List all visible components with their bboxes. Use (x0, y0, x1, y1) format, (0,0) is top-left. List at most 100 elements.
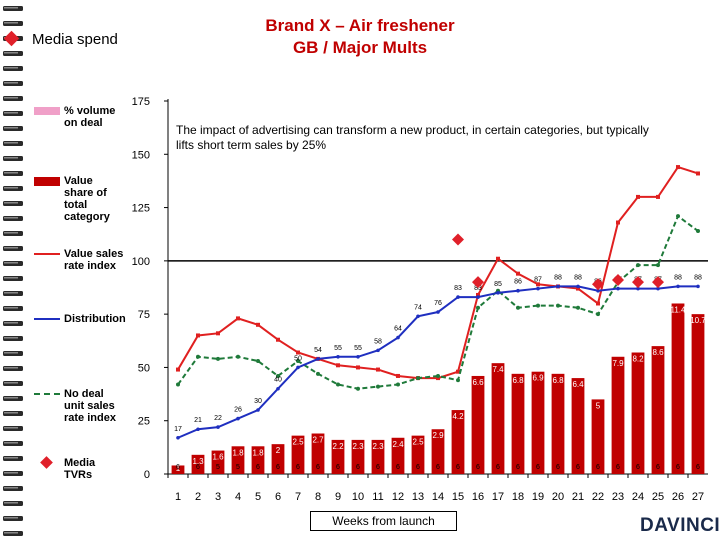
bar-data-label: 1.8 (232, 448, 244, 457)
point-value-sales (336, 363, 340, 368)
point-distribution (436, 310, 440, 314)
x-tick-label: 21 (572, 491, 584, 503)
point-distribution (296, 365, 300, 370)
media-tvr-marker (452, 233, 464, 246)
bottom-data-label: 6 (556, 464, 560, 471)
point-value-sales (696, 171, 700, 176)
point-value-sales (376, 367, 380, 372)
bar-data-label: 1 (176, 464, 181, 473)
point-distribution (536, 286, 540, 291)
point-no-deal (596, 312, 600, 317)
distribution-data-label: 55 (354, 345, 362, 352)
binder-ring-highlight (4, 457, 18, 459)
bar-data-label: 2.3 (372, 442, 384, 451)
bar-value-share (471, 375, 485, 474)
point-value-sales (456, 369, 460, 374)
binder-ring-highlight (4, 412, 18, 414)
x-tick-label: 13 (412, 491, 424, 503)
bottom-data-label: 6 (576, 464, 580, 471)
point-value-sales (196, 333, 200, 338)
bottom-data-label: 6 (376, 464, 380, 471)
y-tick-label: 100 (132, 256, 150, 268)
point-value-sales (396, 373, 400, 378)
bar-value-share (591, 399, 605, 474)
bar-value-share (631, 352, 645, 474)
bar-value-share (491, 363, 505, 474)
point-value-sales (296, 350, 300, 355)
x-tick-label: 8 (315, 491, 321, 503)
bottom-data-label: 6 (476, 464, 480, 471)
bar-value-share (571, 378, 585, 474)
point-value-sales (676, 165, 680, 170)
bar-value-share (191, 454, 205, 474)
binder-ring-highlight (4, 157, 18, 159)
point-distribution (496, 291, 500, 295)
bar-value-share (451, 410, 465, 474)
legend-swatch-line-blue (34, 318, 60, 320)
point-no-deal (356, 386, 360, 391)
point-distribution (236, 416, 240, 421)
point-distribution (396, 335, 400, 340)
point-distribution (376, 348, 380, 353)
point-value-sales (436, 376, 440, 381)
point-value-sales (596, 301, 600, 306)
point-no-deal (476, 305, 480, 310)
section-label: Media spend (32, 31, 118, 48)
y-tick-label: 25 (138, 416, 150, 428)
bar-data-label: 1.8 (252, 448, 264, 457)
point-no-deal (576, 305, 580, 310)
point-distribution (276, 386, 280, 391)
x-tick-label: 9 (335, 491, 341, 503)
distribution-data-label: 85 (494, 281, 502, 288)
point-no-deal (536, 303, 540, 308)
point-no-deal (256, 359, 260, 364)
binder-ring-highlight (4, 382, 18, 384)
distribution-data-label: 54 (314, 347, 322, 354)
y-tick-label: 125 (132, 203, 150, 215)
point-no-deal (336, 382, 340, 387)
chart-title: Brand X – Air freshener (265, 16, 455, 35)
binder-ring-highlight (4, 232, 18, 234)
legend-label: No deal unit sales rate index (64, 388, 116, 424)
point-distribution (256, 408, 260, 412)
x-tick-label: 12 (392, 491, 404, 503)
bar-value-share (291, 435, 305, 474)
media-tvr-marker (652, 276, 664, 289)
x-tick-label: 19 (532, 491, 544, 503)
binder-ring-highlight (4, 262, 18, 264)
legend-swatch-dash-green (34, 393, 60, 395)
binder-ring-highlight (4, 427, 18, 429)
legend-label: Value sales rate index (64, 248, 124, 272)
point-no-deal (296, 359, 300, 364)
point-distribution (676, 284, 680, 289)
x-tick-label: 22 (592, 491, 604, 503)
point-no-deal (456, 378, 460, 383)
bottom-data-label: 6 (696, 464, 700, 471)
binder-ring-highlight (4, 442, 18, 444)
binder-ring-highlight (4, 517, 18, 519)
binder-ring-highlight (4, 187, 18, 189)
bar-data-label: 11.4 (671, 305, 687, 314)
bottom-data-label: 6 (436, 464, 440, 471)
point-value-sales (516, 271, 520, 276)
y-tick-label: 175 (132, 96, 150, 108)
bar-value-share (351, 439, 365, 474)
bottom-data-label: 6 (536, 464, 540, 471)
bar-value-share (311, 433, 325, 474)
distribution-data-label: 88 (694, 274, 702, 281)
bar-value-share (511, 373, 525, 474)
bottom-data-label: 6 (396, 464, 400, 471)
bar-data-label: 2.4 (392, 440, 404, 449)
binder-ring-highlight (4, 337, 18, 339)
bar-value-share (431, 429, 445, 474)
x-tick-label: 4 (235, 491, 241, 503)
bar-data-label: 4.2 (452, 412, 464, 421)
bar-data-label: 8.2 (632, 355, 644, 364)
x-tick-label: 3 (215, 491, 221, 503)
bar-value-share (691, 314, 705, 474)
x-tick-label: 5 (255, 491, 261, 503)
binder-ring-highlight (4, 322, 18, 324)
bar-data-label: 1.3 (192, 457, 204, 466)
x-tick-label: 11 (372, 491, 383, 503)
point-distribution (636, 286, 640, 291)
